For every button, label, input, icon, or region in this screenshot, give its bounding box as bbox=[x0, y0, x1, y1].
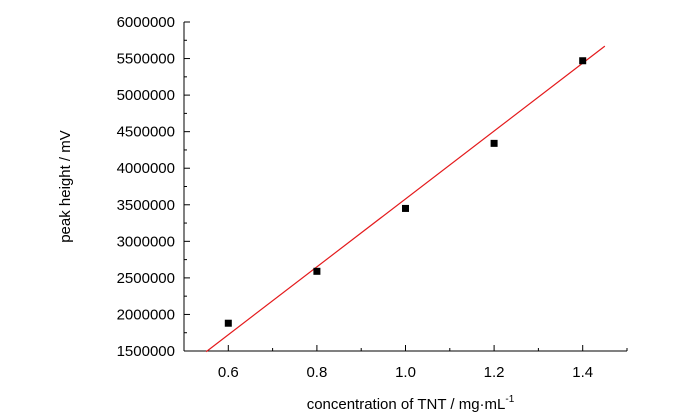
y-tick-label: 2000000 bbox=[117, 306, 175, 323]
x-tick-label: 0.6 bbox=[218, 364, 239, 381]
fit-line-layer bbox=[205, 45, 606, 353]
data-point bbox=[490, 139, 498, 147]
x-tick-label: 1.4 bbox=[572, 364, 593, 381]
y-tick-label: 3000000 bbox=[117, 233, 175, 250]
y-tick-label: 2500000 bbox=[117, 270, 175, 287]
data-point bbox=[402, 204, 409, 212]
x-tick-label: 0.8 bbox=[306, 364, 327, 381]
data-point bbox=[313, 267, 321, 275]
plot-frame bbox=[183, 22, 627, 352]
data-point bbox=[579, 57, 587, 65]
y-tick-label: 4000000 bbox=[117, 160, 175, 177]
y-tick-label: 6000000 bbox=[117, 14, 175, 31]
y-tick-label: 3500000 bbox=[117, 197, 175, 214]
x-axis-title: concentration of TNT / mg·mL-1 bbox=[307, 394, 515, 413]
data-points-layer bbox=[224, 57, 587, 327]
y-tick-label: 5000000 bbox=[117, 87, 175, 104]
y-axis-title: peak height / mV bbox=[57, 130, 74, 243]
x-axis-title-superscript: -1 bbox=[505, 394, 514, 405]
x-axis-ticks: 0.6 0.8 1.0 1.2 1.4 bbox=[183, 345, 628, 381]
y-tick-label: 4500000 bbox=[117, 124, 175, 141]
x-tick-label: 1.0 bbox=[395, 364, 416, 381]
data-point bbox=[224, 319, 232, 327]
y-tick-label: 5500000 bbox=[117, 51, 175, 68]
y-axis-ticks: 1500000 2000000 2500000 3000000 3500000 40000… bbox=[117, 14, 190, 360]
y-tick-label: 1500000 bbox=[117, 343, 175, 360]
x-axis-title-text: concentration of TNT / mg·mL bbox=[307, 396, 506, 413]
linear-fit-line bbox=[205, 45, 606, 353]
x-tick-label: 1.2 bbox=[484, 364, 505, 381]
